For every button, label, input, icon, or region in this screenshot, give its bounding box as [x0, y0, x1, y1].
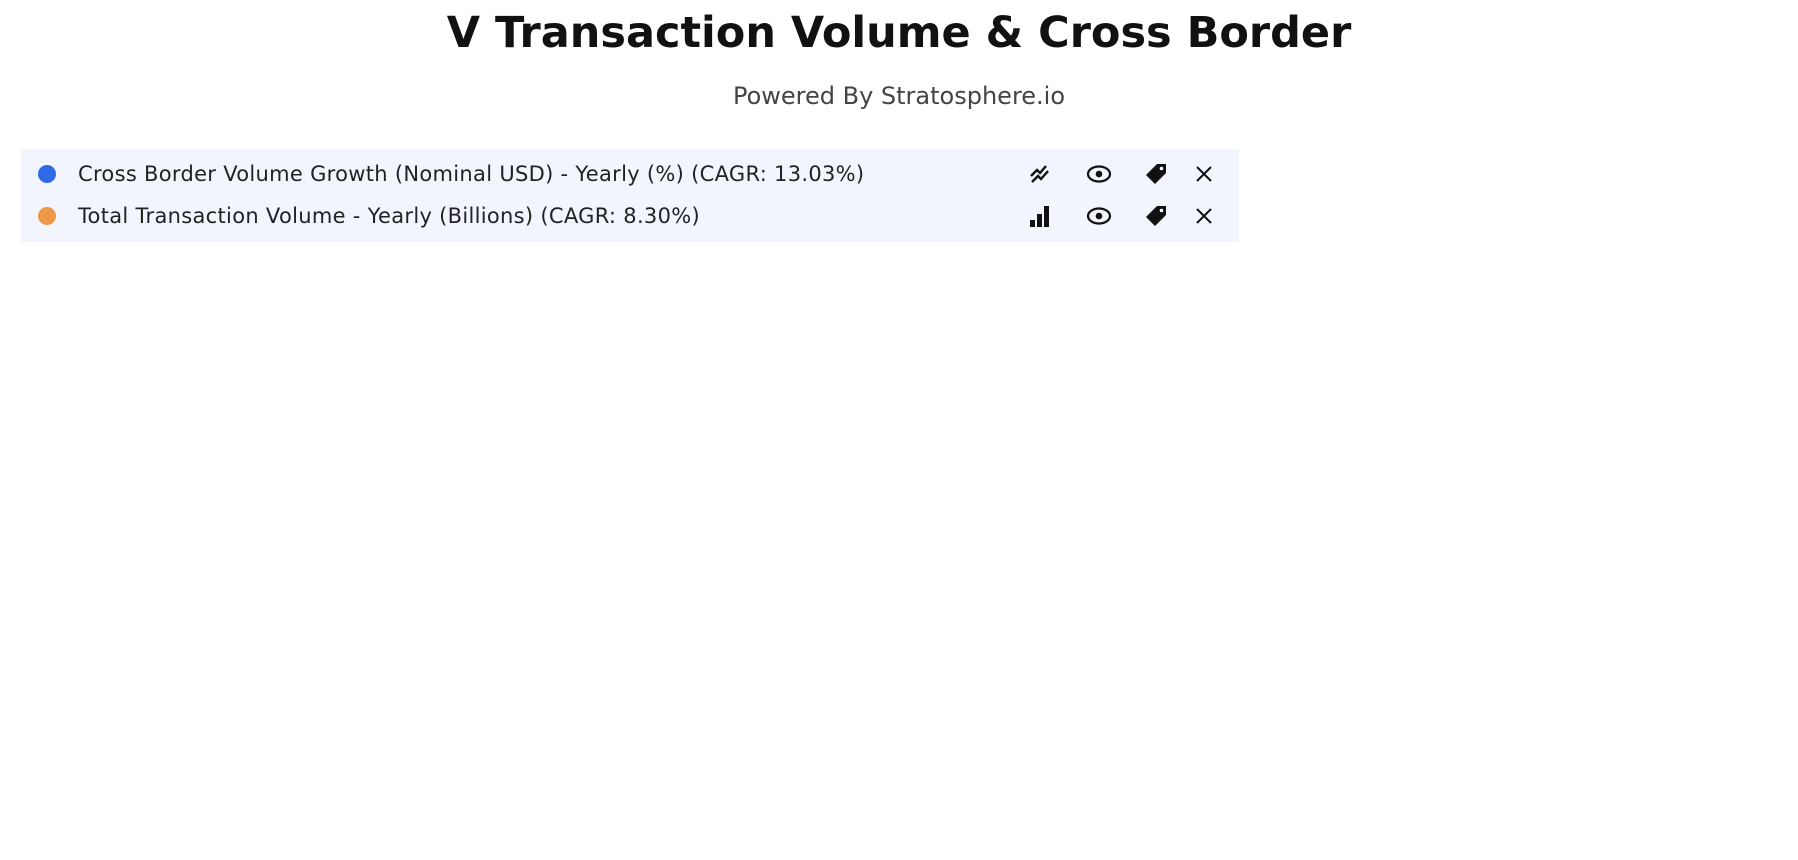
line-point: [1019, 767, 1031, 780]
line-point: [1478, 574, 1490, 586]
bar-data-label: 11,598.0: [828, 479, 917, 500]
bar: [511, 577, 621, 794]
eye-icon[interactable]: [1084, 159, 1114, 189]
bar: [1123, 437, 1233, 794]
bar: [358, 687, 468, 794]
bar: [52, 727, 162, 794]
left-axis-tick-label: 14,000.0: [1589, 378, 1669, 399]
left-axis-tick-label: 10,000.0: [1589, 581, 1669, 602]
line-data-label: 79.0%: [535, 256, 597, 277]
x-axis-tick-label: Sep '19: [838, 819, 906, 840]
chart-title: V Transaction Volume & Cross Border: [446, 8, 1352, 58]
right-axis-tick-label: 0.0%: [1707, 683, 1753, 704]
bar-data-label: 10,253.0: [522, 547, 611, 568]
x-axis-tick-label: Sep '15: [226, 819, 294, 840]
bar: [664, 525, 774, 794]
x-axis-tick-label: Sep '21: [1144, 819, 1212, 840]
bar: [205, 725, 315, 794]
eye-icon[interactable]: [1084, 201, 1114, 231]
line-data-label: 37.0%: [382, 470, 444, 491]
bar: [817, 508, 927, 794]
bar-data-label: 12,994.0: [1134, 408, 1223, 429]
close-icon[interactable]: [1189, 159, 1219, 189]
line-data-label: -16.0%: [990, 740, 1060, 761]
close-icon[interactable]: [1189, 201, 1219, 231]
legend: Cross Border Volume Growth (Nominal USD)…: [21, 149, 1239, 242]
right-axis-tick-label: 80.0%: [1707, 276, 1764, 297]
left-axis-tick-label: 16,000.0: [1589, 276, 1669, 297]
right-axis-tick-label: 100.0%: [1707, 174, 1776, 195]
legend-item-transaction-volume[interactable]: Total Transaction Volume - Yearly (Billi…: [21, 196, 1239, 236]
tag-icon[interactable]: [1141, 201, 1171, 231]
x-axis-tick-label: Sep '14: [73, 819, 141, 840]
series-color-dot: [38, 165, 56, 183]
chart-subtitle: Powered By Stratosphere.io: [732, 82, 1066, 110]
line-point: [713, 615, 725, 627]
x-axis-tick-label: TTM: [1464, 819, 1502, 840]
line-data-label: 22.0%: [1453, 546, 1515, 567]
line-point: [1325, 543, 1337, 556]
bar-data-label: 7,354.0: [222, 695, 298, 716]
line-data-label: 2.0%: [847, 648, 897, 669]
line-point: [560, 284, 572, 296]
bar: [1429, 381, 1539, 794]
bar-chart-icon[interactable]: [1025, 201, 1055, 231]
bar: [970, 521, 1080, 794]
x-axis-tick-label: Sep '20: [991, 819, 1059, 840]
x-axis-tick-label: Sep '16: [379, 819, 447, 840]
line-data-label: 14.0%: [688, 587, 750, 608]
line-point: [407, 498, 419, 510]
bar-data-label: 7,297.0: [69, 698, 145, 719]
x-axis-tick-label: Sep '22: [1297, 819, 1365, 840]
left-axis-tick-label: 6,000.0: [1589, 785, 1658, 806]
right-axis-tick-label: -20.0%: [1707, 785, 1771, 806]
left-axis-tick-label: 18,000.0: [1589, 174, 1669, 195]
legend-item-cross-border[interactable]: Cross Border Volume Growth (Nominal USD)…: [21, 154, 1239, 194]
line-data-label: 8.0%: [82, 617, 132, 638]
bar-data-label: 11,271.0: [675, 496, 764, 517]
legend-label: Total Transaction Volume - Yearly (Billi…: [78, 204, 700, 228]
line-data-label: 14.0%: [1147, 587, 1209, 608]
right-axis-tick-label: 20.0%: [1707, 581, 1764, 602]
legend-label: Cross Border Volume Growth (Nominal USD)…: [78, 162, 865, 186]
bar: [1276, 381, 1386, 794]
bar-data-label: 14,101.0: [1440, 352, 1529, 373]
line-chart-icon[interactable]: [1025, 159, 1055, 189]
x-axis-tick-label: Sep '17: [532, 819, 600, 840]
line-point: [101, 645, 113, 658]
tag-icon[interactable]: [1141, 159, 1171, 189]
left-axis-tick-label: 12,000.0: [1589, 480, 1669, 501]
right-axis-tick-label: 60.0%: [1707, 378, 1764, 399]
bar-data-label: 14,103.0: [1287, 351, 1376, 372]
line-point: [866, 676, 878, 688]
bar-data-label: 8,096.0: [375, 657, 451, 678]
growth-line: [106, 286, 1485, 777]
x-axis-tick-label: Sep '18: [685, 819, 753, 840]
left-axis-tick-label: 8,000.0: [1589, 683, 1658, 704]
line-data-label: 28.0%: [1300, 516, 1362, 537]
series-color-dot: [38, 207, 56, 225]
line-point: [1172, 615, 1184, 627]
bar-data-label: 11,346.0: [981, 492, 1070, 513]
right-axis-tick-label: 40.0%: [1707, 480, 1764, 501]
